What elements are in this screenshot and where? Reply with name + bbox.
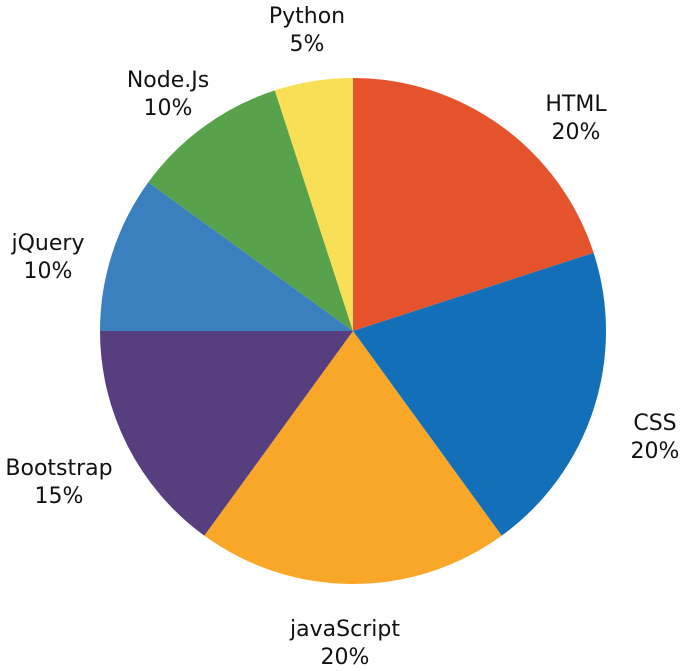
slice-label-jquery: jQuery: [11, 231, 85, 256]
slice-value-label-html: 20%: [552, 120, 601, 145]
slice-value-label-css: 20%: [631, 439, 680, 464]
pie-slice-html: [353, 77, 594, 331]
slice-value-label-python: 5%: [290, 32, 325, 57]
slice-value-label-node-js: 10%: [144, 96, 193, 121]
pie-slices: [100, 77, 607, 584]
slice-label-bootstrap: Bootstrap: [5, 456, 112, 481]
pie-slice-python: [274, 78, 353, 331]
slice-value-label-bootstrap: 15%: [35, 484, 84, 509]
pie-slice-bootstrap: [100, 331, 353, 536]
slice-label-javascript: javaScript: [289, 617, 400, 642]
pie-slice-javascript: [204, 331, 502, 584]
slice-label-python: Python: [269, 4, 345, 29]
pie-slice-node-js: [148, 90, 353, 331]
slice-label-css: CSS: [633, 411, 676, 436]
slice-label-node-js: Node.Js: [127, 68, 209, 93]
slice-label-html: HTML: [545, 92, 607, 117]
pie-slice-css: [353, 252, 607, 536]
slice-value-label-javascript: 20%: [321, 645, 370, 670]
pie-slice-jquery: [100, 182, 353, 331]
pie-labels: HTML 20% CSS 20% javaScript 20% Bootstrap 15% jQ…: [5, 4, 679, 670]
slice-value-label-jquery: 10%: [24, 259, 73, 284]
